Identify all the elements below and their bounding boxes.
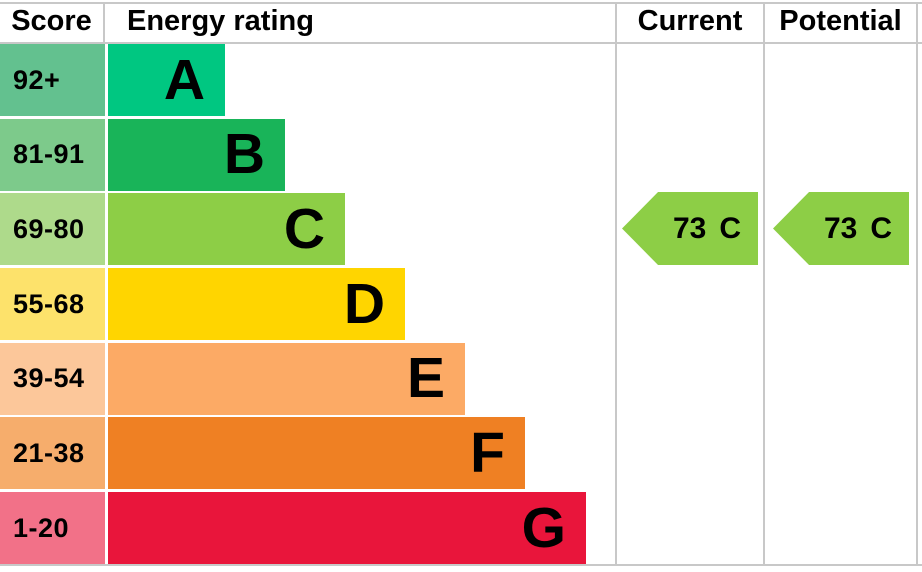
potential-column-divider bbox=[763, 2, 765, 566]
score-range-cell-a: 92+ bbox=[0, 44, 105, 116]
band-bar-a: A bbox=[108, 44, 225, 116]
band-letter-g: G bbox=[521, 495, 566, 560]
current-rating-band: C bbox=[719, 211, 742, 245]
band-rows: 92+ A 81-91 B 69-80 C 55-68 bbox=[0, 44, 586, 567]
score-range-label-c: 69-80 bbox=[13, 213, 85, 244]
score-range-cell-e: 39-54 bbox=[0, 342, 105, 415]
score-header: Score bbox=[11, 4, 92, 37]
current-rating-value: 73 bbox=[672, 211, 707, 245]
score-range-cell-d: 55-68 bbox=[0, 268, 105, 341]
band-letter-b: B bbox=[223, 122, 265, 187]
band-row-e: 39-54 E bbox=[0, 342, 586, 418]
band-row-c: 69-80 C bbox=[0, 193, 586, 268]
top-border bbox=[0, 2, 922, 4]
score-range-cell-c: 69-80 bbox=[0, 193, 105, 266]
score-range-label-a: 92+ bbox=[13, 64, 61, 95]
band-row-d: 55-68 D bbox=[0, 268, 586, 343]
score-range-label-d: 55-68 bbox=[13, 288, 85, 319]
band-letter-e: E bbox=[406, 346, 445, 411]
right-border bbox=[916, 2, 918, 566]
score-range-label-b: 81-91 bbox=[13, 139, 85, 170]
band-row-b: 81-91 B bbox=[0, 118, 586, 194]
energy-rating-header: Energy rating bbox=[127, 4, 314, 37]
potential-header: Potential bbox=[779, 4, 902, 37]
band-bar-d: D bbox=[108, 268, 405, 341]
score-range-cell-g: 1-20 bbox=[0, 492, 105, 565]
band-row-a: 92+ A bbox=[0, 44, 586, 119]
current-header: Current bbox=[637, 4, 743, 37]
band-bar-b: B bbox=[108, 118, 285, 191]
band-bar-e: E bbox=[108, 342, 465, 415]
score-range-cell-b: 81-91 bbox=[0, 118, 105, 191]
header-divider bbox=[0, 42, 922, 44]
band-row-g: 1-20 G bbox=[0, 492, 586, 567]
potential-rating-arrow: 73 C bbox=[773, 192, 909, 265]
score-range-label-e: 39-54 bbox=[13, 363, 85, 394]
score-column-divider bbox=[103, 2, 105, 42]
band-letter-a: A bbox=[163, 47, 205, 112]
band-bar-c: C bbox=[108, 193, 345, 266]
current-rating-arrow: 73 C bbox=[622, 192, 758, 265]
band-bar-g: G bbox=[108, 492, 586, 565]
potential-rating-value: 73 bbox=[823, 211, 858, 245]
bottom-border bbox=[0, 564, 922, 566]
band-letter-f: F bbox=[470, 420, 505, 485]
band-letter-c: C bbox=[283, 196, 325, 261]
potential-rating-band: C bbox=[870, 211, 893, 245]
score-range-label-f: 21-38 bbox=[13, 437, 85, 468]
current-column-divider bbox=[615, 2, 617, 566]
band-bar-f: F bbox=[108, 417, 525, 490]
band-letter-d: D bbox=[343, 271, 385, 336]
score-range-label-g: 1-20 bbox=[13, 512, 70, 543]
score-range-cell-f: 21-38 bbox=[0, 417, 105, 490]
band-row-f: 21-38 F bbox=[0, 417, 586, 492]
